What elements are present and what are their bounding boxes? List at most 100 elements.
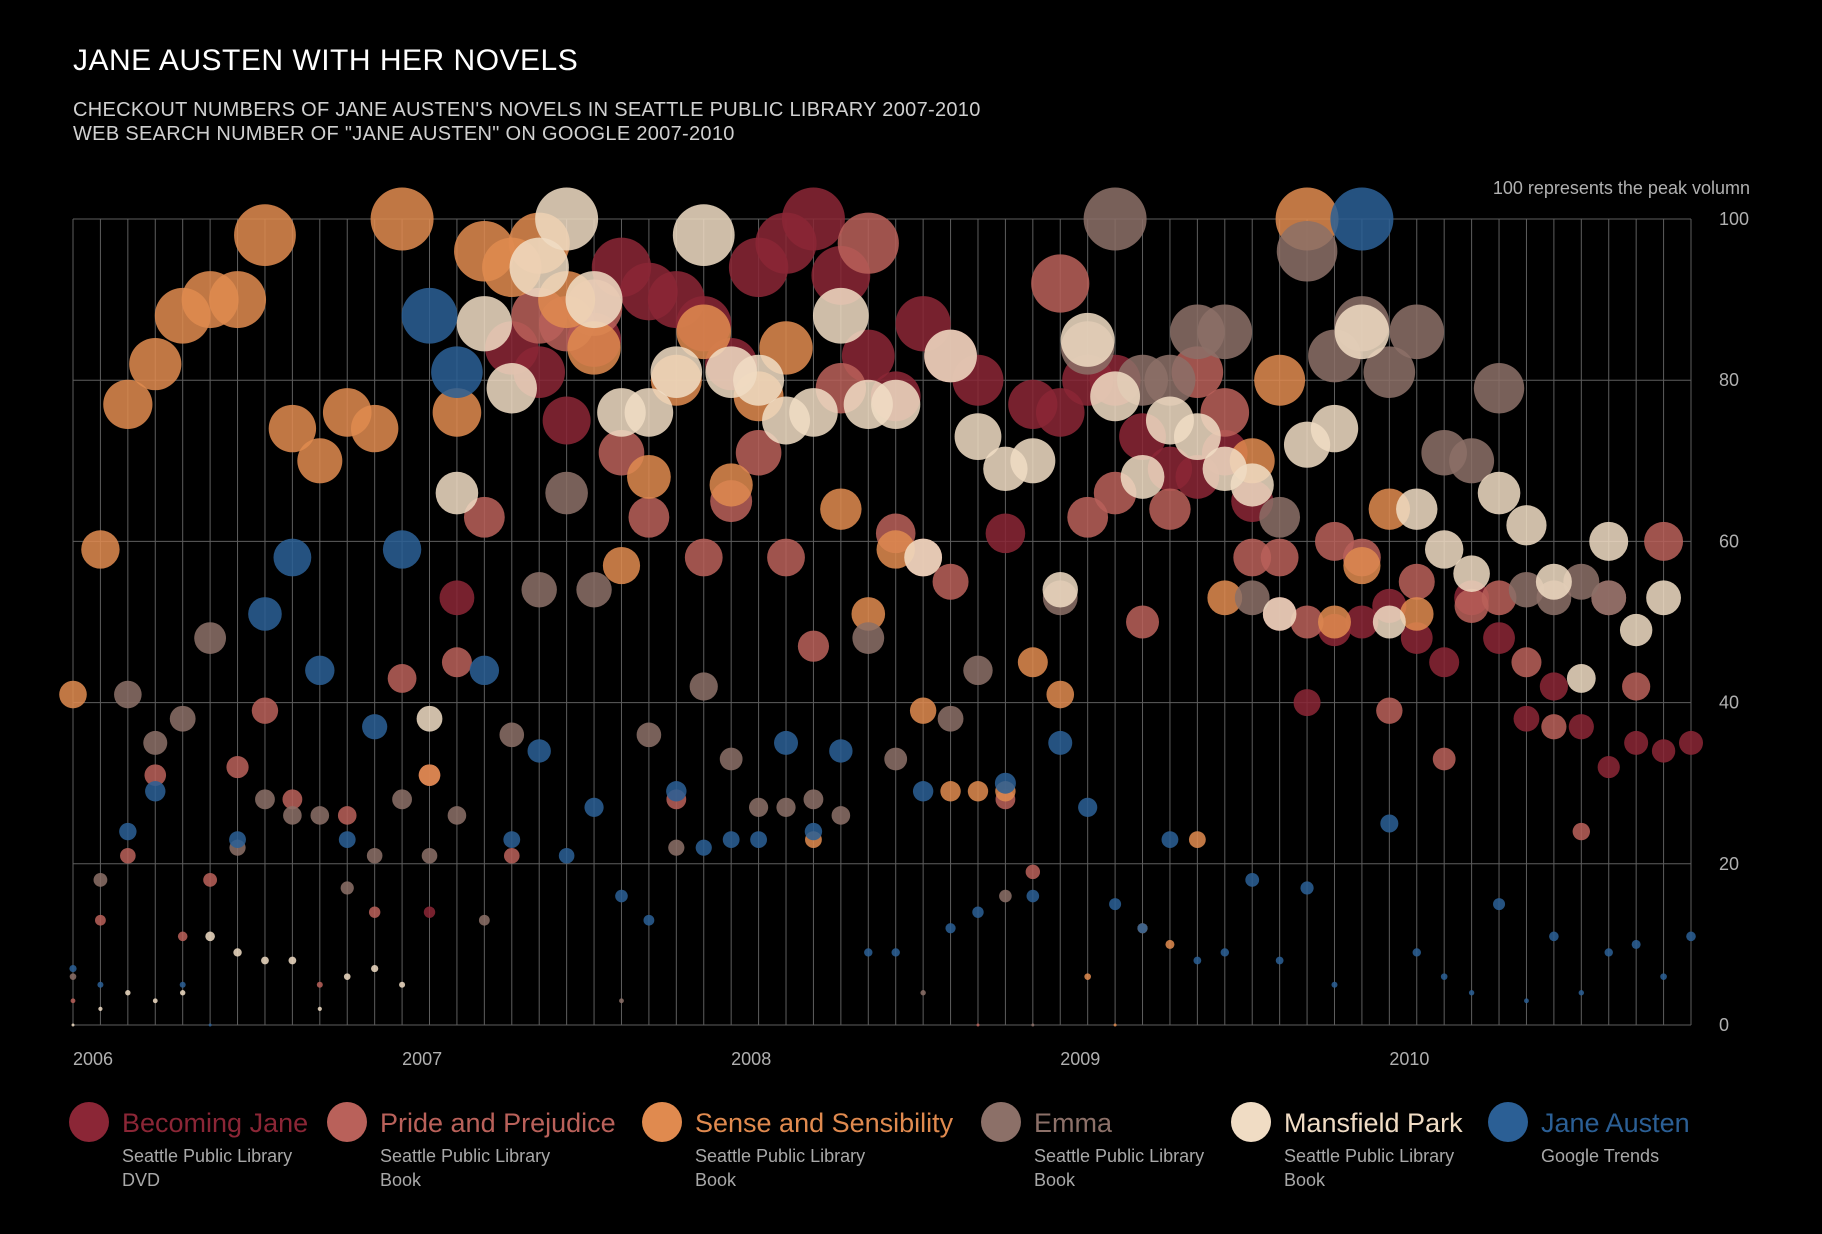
bubble-mansfield-park [261, 956, 269, 965]
plot-bubbles [59, 187, 1703, 1027]
bubble-sense-and-sensibility [1254, 354, 1306, 406]
legend-source-jane-austen: Google Trends [1541, 1146, 1659, 1166]
bubble-jane-austen [804, 822, 823, 841]
bubble-pride-and-prejudice [628, 496, 670, 538]
bubble-mansfield-park [1424, 530, 1464, 569]
legend-format-mansfield-park: Book [1284, 1170, 1326, 1190]
bubble-pride-and-prejudice [735, 429, 782, 476]
bubble-emma [392, 789, 412, 810]
bubble-mansfield-park [125, 990, 131, 996]
bubble-emma [831, 806, 851, 825]
bubble-mansfield-park [1566, 664, 1596, 693]
bubble-jane-austen [1468, 990, 1475, 996]
y-tick-label: 60 [1719, 531, 1739, 551]
bubble-becoming-jane [1483, 622, 1515, 655]
bubble-emma [689, 672, 718, 701]
bubble-mansfield-park [179, 990, 186, 996]
legend-format-emma: Book [1034, 1170, 1076, 1190]
bubble-jane-austen [1048, 730, 1073, 755]
legend-swatch-mansfield-park [1231, 1102, 1271, 1142]
bubble-mansfield-park [812, 287, 869, 344]
bubble-becoming-jane [1293, 689, 1321, 717]
bubble-sense-and-sensibility [1343, 546, 1381, 585]
legend-source-pride-and-prejudice: Seattle Public Library [380, 1146, 550, 1166]
bubble-sense-and-sensibility [350, 404, 399, 453]
bubble-emma [366, 847, 383, 864]
legend-swatch-jane-austen [1488, 1102, 1528, 1142]
bubble-pride-and-prejudice [387, 664, 417, 693]
bubble-becoming-jane [423, 906, 436, 918]
bubble-mansfield-park [1042, 572, 1078, 608]
bubble-becoming-jane [1539, 672, 1568, 701]
bubble-jane-austen [584, 797, 604, 817]
x-tick-label: 2009 [1060, 1049, 1100, 1069]
bubble-mansfield-park [317, 1006, 322, 1011]
bubble-jane-austen [1412, 948, 1421, 957]
bubble-sense-and-sensibility [418, 764, 441, 786]
bubble-jane-austen [179, 981, 186, 988]
bubble-jane-austen [1604, 948, 1613, 957]
bubble-pride-and-prejudice [1260, 538, 1299, 577]
bubble-pride-and-prejudice [463, 496, 505, 538]
bubble-jane-austen [1220, 948, 1229, 957]
legend-format-pride-and-prejudice: Book [380, 1170, 422, 1190]
bubble-sense-and-sensibility [1017, 647, 1048, 678]
bubble-emma [114, 680, 142, 709]
bubble-emma [1563, 563, 1600, 600]
bubble-emma [194, 622, 227, 655]
bubble-emma [1083, 187, 1147, 251]
bubble-jane-austen [305, 655, 335, 686]
bubble-emma [1591, 580, 1627, 616]
bubble-mansfield-park [1535, 563, 1572, 600]
bubble-mansfield-park [565, 271, 623, 329]
bubble-sense-and-sensibility [1317, 605, 1351, 639]
bubble-mansfield-park [1453, 555, 1490, 592]
bubble-mansfield-park [650, 346, 703, 398]
bubble-jane-austen [208, 1023, 212, 1027]
bubble-sense-and-sensibility [851, 597, 886, 631]
bubble-jane-austen [1161, 831, 1179, 849]
legend-source-becoming-jane: Seattle Public Library [122, 1146, 292, 1166]
bubble-pride-and-prejudice [1481, 580, 1517, 616]
bubble-jane-austen [119, 822, 137, 841]
y-tick-label: 0 [1719, 1015, 1729, 1035]
bubble-sense-and-sensibility [1113, 1023, 1117, 1027]
bubble-sense-and-sensibility [820, 488, 862, 530]
bubble-pride-and-prejudice [797, 630, 830, 662]
bubble-pride-and-prejudice [1025, 864, 1041, 880]
bubble-pride-and-prejudice [316, 981, 323, 988]
bubble-sense-and-sensibility [967, 781, 989, 802]
bubble-jane-austen [829, 739, 853, 763]
bubble-pride-and-prejudice [1031, 254, 1090, 313]
legend-swatch-sense-and-sensibility [642, 1102, 682, 1142]
bubble-mansfield-park [509, 237, 569, 298]
bubble-pride-and-prejudice [337, 806, 357, 825]
bubble-emma [1449, 438, 1495, 484]
bubble-jane-austen [1137, 923, 1148, 934]
bubble-sense-and-sensibility [129, 337, 182, 391]
bubble-mansfield-park [672, 204, 735, 267]
bubble-emma [668, 839, 685, 856]
legend-swatch-pride-and-prejudice [327, 1102, 367, 1142]
legend-source-emma: Seattle Public Library [1034, 1146, 1204, 1166]
bubble-jane-austen [722, 831, 740, 849]
bubble-jane-austen [1660, 973, 1667, 980]
bubble-pride-and-prejudice [1233, 538, 1272, 577]
bubble-mansfield-park [456, 296, 512, 352]
bubble-emma [521, 572, 557, 608]
bubble-jane-austen [1245, 873, 1260, 887]
bubble-mansfield-park [399, 981, 406, 988]
bubble-mansfield-park [1619, 613, 1653, 647]
x-axis: 2006 2007 2008 2009 2010 [73, 1049, 1429, 1069]
bubble-pride-and-prejudice [203, 873, 218, 887]
bubble-jane-austen [695, 839, 712, 856]
x-tick-label: 2010 [1389, 1049, 1429, 1069]
bubble-jane-austen [1193, 956, 1202, 965]
bubble-mansfield-park [371, 964, 379, 973]
bubble-sense-and-sensibility [1399, 597, 1434, 631]
x-tick-label: 2008 [731, 1049, 771, 1069]
bubble-becoming-jane [439, 580, 475, 616]
bubble-mansfield-park [71, 1023, 75, 1027]
bubble-emma [1144, 354, 1196, 406]
bubble-emma [776, 797, 796, 817]
